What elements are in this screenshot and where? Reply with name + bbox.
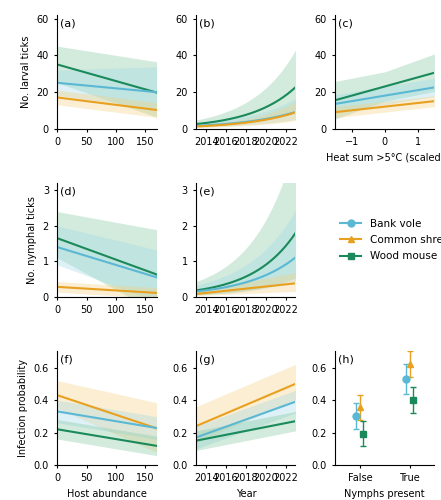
Text: (c): (c): [338, 18, 353, 28]
Text: (a): (a): [60, 18, 76, 28]
Text: (f): (f): [60, 355, 73, 365]
X-axis label: Year: Year: [235, 489, 256, 499]
Text: (h): (h): [338, 355, 354, 365]
X-axis label: Host abundance: Host abundance: [67, 489, 147, 499]
Y-axis label: Infection probability: Infection probability: [18, 359, 28, 457]
Text: (d): (d): [60, 186, 76, 196]
Text: (b): (b): [199, 18, 215, 28]
Text: (e): (e): [199, 186, 215, 196]
Text: (g): (g): [199, 355, 215, 365]
Legend: Bank vole, Common shrew, Wood mouse: Bank vole, Common shrew, Wood mouse: [340, 219, 441, 261]
Y-axis label: No. nymphal ticks: No. nymphal ticks: [27, 196, 37, 284]
Y-axis label: No. larval ticks: No. larval ticks: [21, 36, 31, 108]
X-axis label: Nymphs present: Nymphs present: [344, 489, 425, 499]
X-axis label: Heat sum >5°C (scaled): Heat sum >5°C (scaled): [325, 152, 441, 162]
